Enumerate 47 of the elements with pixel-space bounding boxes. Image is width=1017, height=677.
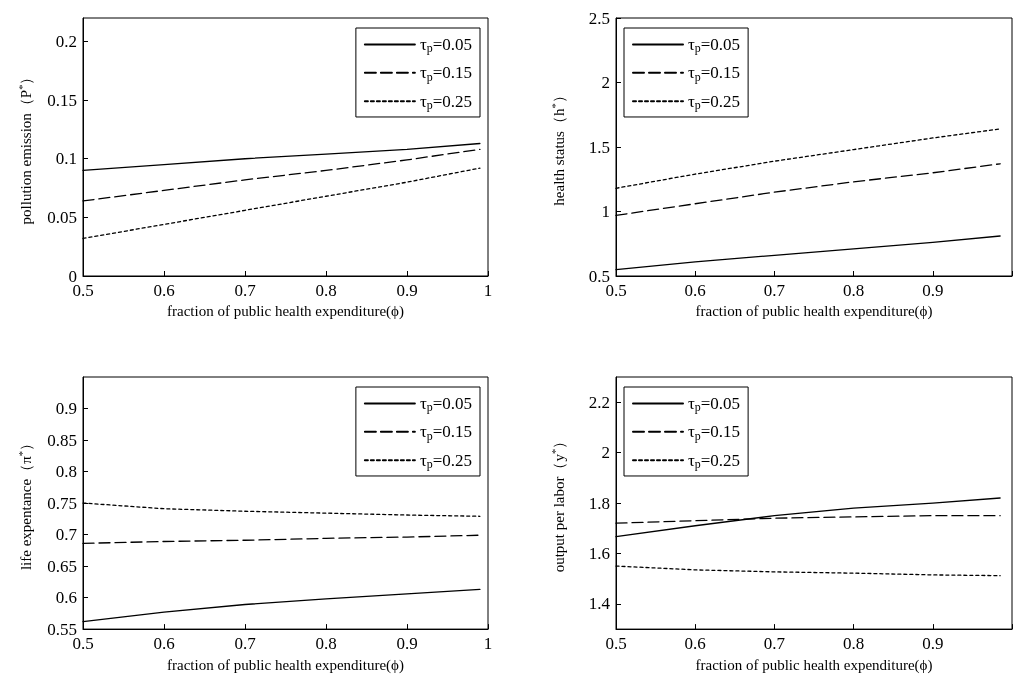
y-tick-label: 2 [601, 443, 610, 463]
y-tick-label: 0.7 [55, 525, 78, 545]
x-axis-title: fraction of public health expenditure(ϕ) [167, 303, 404, 321]
x-tick-label: 0.9 [922, 281, 944, 300]
x-tick-label: 1 [483, 281, 493, 300]
y-tick-label: 0.8 [55, 462, 77, 482]
x-axis-title: fraction of public health expenditure(ϕ) [695, 656, 933, 674]
y-tick-label: 0.15 [47, 90, 77, 110]
x-tick-label: 0.6 [153, 634, 175, 654]
y-tick-label: 0.05 [47, 207, 77, 227]
x-tick-label: 0.7 [234, 634, 257, 654]
x-axis-title: fraction of public health expenditure(ϕ) [695, 303, 933, 321]
y-tick-label: 0.6 [55, 588, 77, 608]
y-tick-label: 1.8 [588, 493, 610, 513]
x-tick-label: 0.6 [684, 281, 706, 300]
x-tick-label: 0.6 [684, 634, 706, 654]
x-tick-label: 0.7 [763, 281, 786, 300]
y-tick-label: 0.75 [47, 493, 77, 513]
y-tick-label: 0.2 [55, 31, 77, 51]
y-tick-label: 1 [601, 202, 610, 221]
y-tick-label: 1.4 [588, 594, 611, 614]
x-tick-label: 0.8 [842, 634, 865, 654]
y-tick-label: 1.5 [588, 137, 610, 157]
y-axis-title: life expentance（π*） [17, 436, 35, 571]
x-axis-title: fraction of public health expenditure(ϕ) [167, 656, 404, 674]
x-tick-label: 0.9 [396, 634, 418, 654]
x-tick-label: 0.6 [153, 281, 175, 300]
x-tick-label: 0.9 [396, 281, 418, 300]
x-tick-label: 0.9 [922, 634, 944, 654]
y-axis-title: pollution emission（P*） [17, 69, 35, 225]
x-tick-label: 0.8 [842, 281, 865, 300]
y-tick-label: 2.5 [588, 8, 610, 28]
y-axis-title: health status（h*） [550, 88, 568, 206]
x-tick-label: 0.7 [234, 281, 257, 300]
y-tick-label: 1.6 [588, 543, 610, 563]
y-axis-title: output per labor（y*） [550, 433, 568, 573]
x-tick-label: 1 [483, 634, 493, 654]
y-tick-label: 0.5 [588, 266, 610, 286]
x-tick-label: 0.8 [315, 281, 337, 300]
y-tick-label: 2 [601, 73, 610, 92]
x-tick-label: 0.7 [763, 634, 786, 654]
y-tick-label: 0.65 [47, 556, 77, 576]
y-tick-label: 0.85 [47, 430, 77, 450]
y-tick-label: 2.2 [588, 392, 610, 412]
y-tick-label: 0.1 [55, 149, 77, 169]
x-tick-label: 0.8 [315, 634, 337, 654]
y-tick-label: 0.9 [55, 399, 77, 419]
